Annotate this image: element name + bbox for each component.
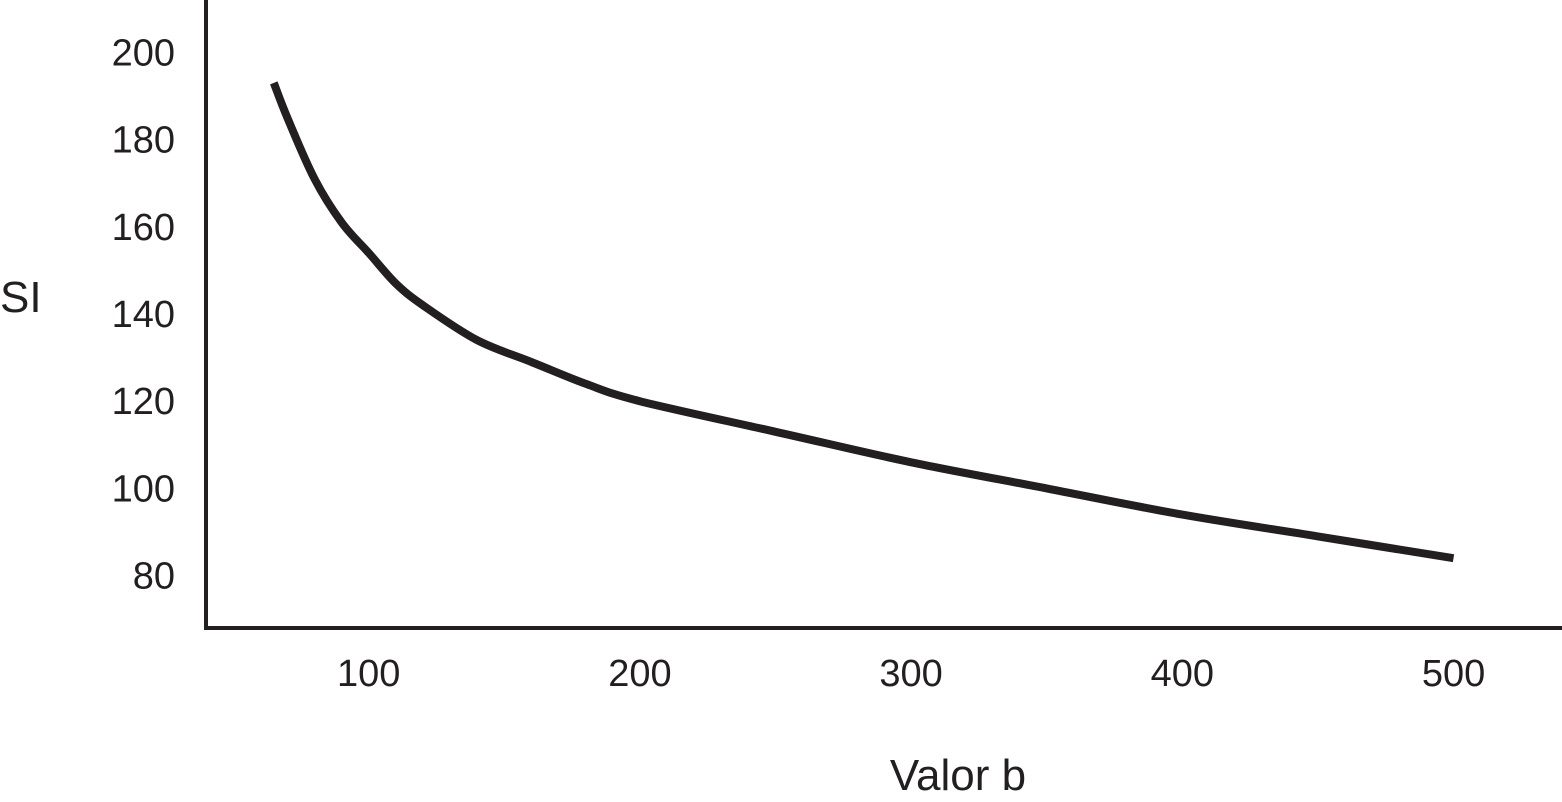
y-tick-label: 180 bbox=[112, 120, 175, 162]
y-tick-label: 200 bbox=[112, 32, 175, 74]
y-tick-label: 120 bbox=[112, 381, 175, 423]
x-tick-label: 200 bbox=[608, 653, 671, 695]
x-tick-labels: 100 200 300 400 500 bbox=[337, 653, 1485, 695]
y-tick-label: 140 bbox=[112, 294, 175, 336]
x-tick-label: 300 bbox=[879, 653, 942, 695]
series-line bbox=[270, 81, 1455, 563]
y-axis-title: SI bbox=[0, 273, 42, 322]
y-tick-label: 160 bbox=[112, 207, 175, 249]
y-tick-label: 80 bbox=[133, 556, 175, 598]
x-tick-label: 400 bbox=[1151, 653, 1214, 695]
x-tick-label: 100 bbox=[337, 653, 400, 695]
x-tick-label: 500 bbox=[1422, 653, 1485, 695]
y-tick-labels: 80 100 120 140 160 180 200 bbox=[112, 32, 175, 597]
x-axis-title: Valor b bbox=[890, 751, 1026, 800]
y-tick-label: 100 bbox=[112, 468, 175, 510]
